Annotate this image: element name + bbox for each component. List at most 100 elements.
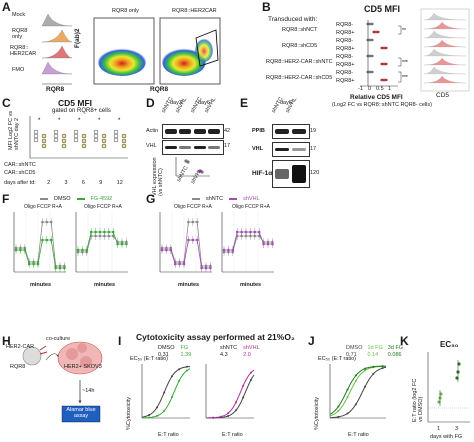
legend-swatch-vhl — [229, 198, 238, 200]
data-point — [337, 415, 340, 418]
series-line — [16, 239, 65, 269]
panel-d-lanes: shNTC shVHL shNTC shVHL — [161, 96, 224, 124]
panel-b-group-3: RQR8::HER2-CAR::shCD5 — [266, 75, 333, 81]
dot — [41, 143, 47, 149]
panel-c-days-label: days after td: — [4, 180, 36, 186]
panel-g-injections-ocr: Oligo FCCP R+A — [174, 204, 212, 210]
histogram-curve — [423, 48, 467, 57]
panel-a-flow-title-0: RQR8 only — [112, 8, 139, 14]
panel-j-ec50-label: EC₅₀ (E:T ratio) — [318, 356, 357, 362]
panel-j-value: 0.14 — [367, 352, 379, 358]
panel-b-xlabel-sub: (Log2 FC vs RQR8::shNTC RQR8- cells) — [332, 102, 432, 108]
panel-e-lanes: shNTC shVHL — [271, 96, 310, 124]
data-point — [364, 385, 366, 388]
histogram-curve — [41, 45, 73, 59]
panel-d-letter: D — [146, 96, 155, 110]
dot — [200, 170, 204, 174]
panel-h-car-label: HER2-CAR — [6, 344, 35, 350]
panel-g-ocr-chart — [159, 212, 212, 273]
histogram-curve — [423, 39, 467, 48]
dot — [61, 133, 67, 139]
panel-i-header: Cytotoxicity assay performed at 21%O₂ — [136, 332, 295, 342]
legend-swatch-dmso — [40, 198, 48, 200]
panel-b-xtick: 0.5 — [376, 86, 384, 92]
data-point — [227, 414, 230, 417]
panel-f-injections-ecar: Oligo FCCP R+A — [84, 204, 122, 210]
panel-i-xlabel-1: E:T ratio — [158, 432, 179, 438]
panel-b-xtick: 1 — [388, 86, 392, 92]
data-point — [346, 396, 349, 399]
blot-band — [165, 146, 177, 149]
panel-d-mw-0: 42 — [224, 128, 231, 134]
panel-j-legend: DMSO 1d FG 3d FG 0.71 0.14 0.086 — [346, 345, 403, 358]
data-point — [235, 401, 237, 404]
panel-b-histograms — [420, 8, 470, 92]
series-line — [224, 235, 273, 253]
dot — [81, 133, 87, 139]
panel-j-value: 0.086 — [387, 352, 402, 358]
panel-k-xlabel: days with FG — [430, 434, 463, 440]
histogram-curve — [423, 30, 467, 39]
svg-text:***: *** — [402, 60, 408, 66]
blot-band — [208, 146, 220, 149]
panel-d-mw-1: 17 — [224, 143, 231, 149]
panel-a-hist-label-2: RQR8:: HER2CAR — [10, 45, 37, 57]
data-point — [242, 396, 245, 399]
panel-d-band-label-0: Actin — [146, 128, 159, 134]
panel-c-letter: C — [2, 96, 11, 110]
dot — [93, 137, 99, 143]
panel-d-quant-ylabel: VHL expression (vs shNTC) — [152, 157, 164, 196]
blot-band — [292, 129, 306, 134]
panel-i-group-1: shNTC shVHL 4.3 2.0 — [220, 345, 260, 358]
data-point — [178, 368, 181, 371]
panel-j-legend-label: 3d FG — [387, 345, 404, 351]
data-point — [212, 416, 215, 419]
panel-h-rqr8-label: RQR8 — [10, 364, 26, 370]
panel-b-transduced-label: Transduced with: — [268, 16, 318, 23]
series-line — [78, 231, 127, 251]
dot — [121, 143, 127, 149]
histogram-curve — [41, 29, 73, 43]
panel-b-sublabel: RQR8- — [336, 70, 354, 76]
panel-e-blot-vhl — [272, 142, 310, 157]
panel-i-label-a: shNTC — [220, 345, 238, 351]
panel-b-dotplot: ** *** *** — [360, 20, 408, 87]
panel-b-group-2: RQR8::HER2-CAR::shNTC — [266, 59, 333, 65]
panel-i-chart-2 — [205, 364, 255, 419]
panel-b-sublabel: RQR8- — [336, 38, 354, 44]
sig-label: * — [78, 118, 81, 124]
panel-b-sublabel: RQR8+ — [336, 46, 355, 52]
fit-curve — [141, 368, 191, 419]
histogram-curve — [41, 13, 73, 27]
panel-j-letter: J — [308, 334, 315, 348]
panel-h-time-label: ~14h — [82, 388, 95, 394]
data-point — [271, 242, 274, 246]
blot-band — [275, 169, 289, 179]
legend-label: DMSO — [54, 196, 71, 202]
data-point — [148, 416, 151, 419]
series-line — [16, 221, 65, 267]
panel-i-group-0: DMSO FG 0.31 1.39 — [158, 345, 191, 358]
panel-b-group-0: RQR8::shNCT — [282, 27, 318, 33]
dot — [113, 137, 119, 143]
panel-k-letter: K — [400, 334, 409, 348]
panel-j-value: 0.71 — [346, 352, 357, 358]
dot — [73, 137, 79, 143]
dot — [73, 133, 79, 139]
panel-i-value-a: 0.31 — [158, 352, 169, 358]
data-point — [337, 409, 340, 412]
panel-g-letter: G — [146, 192, 156, 206]
panel-a-hist-label-3: FMO — [12, 67, 25, 73]
blot-band — [275, 148, 289, 151]
data-point — [250, 378, 252, 381]
dot — [41, 133, 47, 139]
panel-a-flow-title-1: RQR8::HER2CAR — [172, 8, 217, 14]
data-point — [156, 414, 158, 417]
panel-b-sublabel: RQR8+ — [336, 62, 355, 68]
legend-swatch-ntc — [192, 198, 200, 200]
data-point — [354, 403, 357, 406]
panel-d-blot-vhl — [162, 140, 224, 155]
panel-b-title: CD5 MFI — [364, 4, 400, 14]
panel-g-injections-ecar: Oligo FCCP R+A — [232, 204, 270, 210]
dot — [113, 129, 119, 135]
